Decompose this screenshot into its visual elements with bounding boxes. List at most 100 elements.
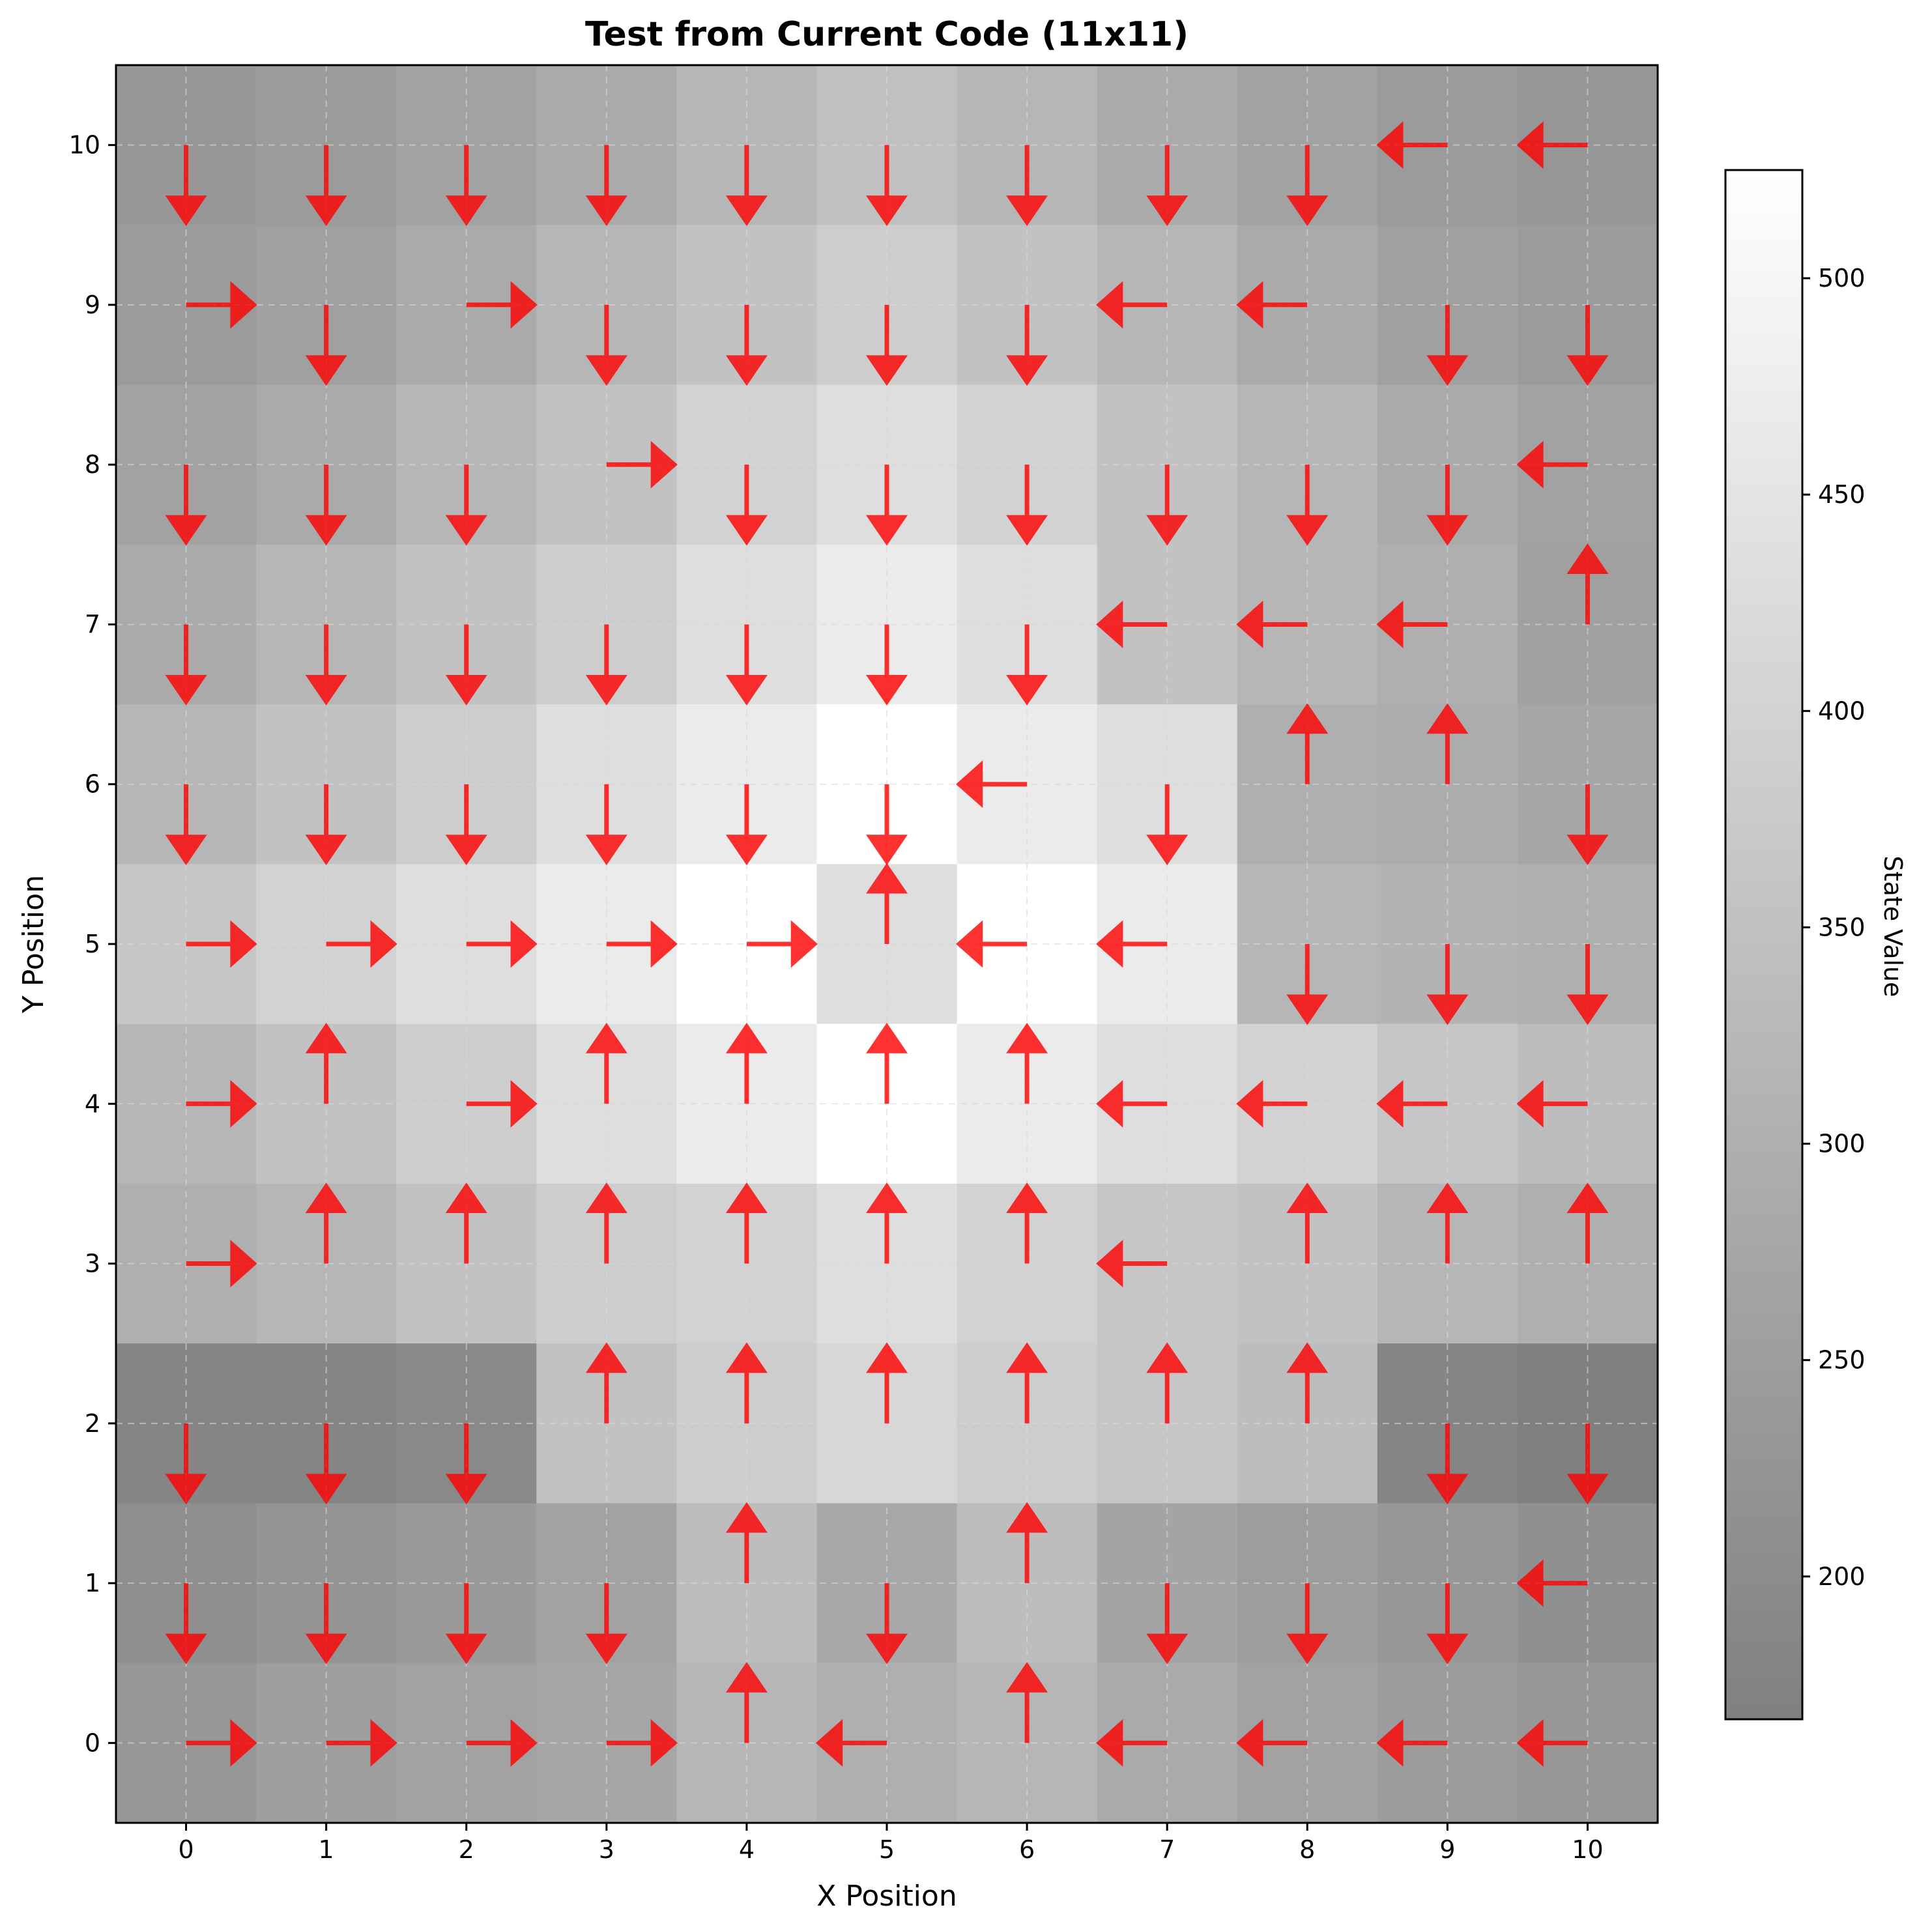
policy-arrow: [1566, 1182, 1609, 1264]
policy-arrow: [1006, 1342, 1048, 1423]
colorbar-ticks: 200 250 300 350 400 450 500: [1802, 264, 1866, 1591]
policy-arrow: [606, 1719, 678, 1767]
policy-arrow: [466, 281, 538, 329]
policy-arrow: [1426, 304, 1469, 386]
chart-title: Test from Current Code (11x11): [585, 15, 1189, 54]
x-axis-ticks: 0 1 2 3 4 5 6 7 8 9 10: [178, 1823, 1604, 1864]
x-tick-label: 7: [1159, 1835, 1175, 1864]
policy-arrow: [326, 1719, 397, 1767]
policy-arrow: [725, 1661, 768, 1743]
policy-arrow: [1236, 600, 1308, 649]
policy-arrow: [305, 1182, 347, 1264]
y-tick-label: 10: [69, 131, 100, 160]
policy-arrow: [1146, 465, 1189, 546]
policy-arrow: [186, 1080, 257, 1128]
policy-arrow: [815, 1719, 887, 1767]
policy-arrow: [1426, 1182, 1469, 1264]
policy-arrow: [445, 624, 487, 706]
x-tick-label: 2: [459, 1835, 474, 1864]
policy-arrow: [305, 1022, 347, 1104]
policy-arrow: [725, 465, 768, 546]
policy-arrow: [1146, 1583, 1189, 1665]
policy-arrow: [1426, 944, 1469, 1025]
policy-arrow: [1286, 944, 1329, 1025]
policy-arrow: [1006, 624, 1048, 706]
policy-arrow: [1426, 1423, 1469, 1505]
policy-arrow: [865, 863, 908, 944]
policy-arrow: [1096, 920, 1168, 968]
colorbar-tick-label: 300: [1818, 1130, 1866, 1158]
policy-arrow: [606, 440, 678, 489]
colorbar-tick-label: 400: [1818, 696, 1866, 725]
colorbar-tick-label: 500: [1818, 264, 1866, 293]
colorbar: [1724, 169, 1804, 1721]
policy-arrow: [585, 1583, 627, 1665]
policy-arrow: [466, 920, 538, 968]
policy-arrow: [165, 1583, 207, 1665]
policy-arrow: [1566, 944, 1609, 1025]
policy-arrow: [445, 1583, 487, 1665]
y-tick-label: 7: [85, 610, 100, 638]
policy-arrow: [585, 304, 627, 386]
policy-arrow: [1376, 1719, 1448, 1767]
policy-arrow: [865, 1342, 908, 1423]
x-tick-label: 1: [319, 1835, 334, 1864]
x-tick-label: 3: [599, 1835, 614, 1864]
x-axis-label: X Position: [816, 1880, 957, 1913]
policy-arrow: [165, 624, 207, 706]
policy-arrow: [585, 1022, 627, 1104]
policy-arrow: [585, 784, 627, 866]
policy-arrow: [445, 1423, 487, 1505]
x-tick-label: 8: [1299, 1835, 1315, 1864]
x-tick-label: 9: [1439, 1835, 1455, 1864]
policy-arrow: [305, 465, 347, 546]
policy-arrow: [1006, 1502, 1048, 1584]
policy-arrow: [445, 1182, 487, 1264]
policy-arrow: [1006, 304, 1048, 386]
policy-arrow: [305, 1423, 347, 1505]
policy-arrow: [305, 145, 347, 227]
y-axis-label: Y Position: [17, 875, 50, 1014]
policy-arrow: [865, 784, 908, 866]
policy-arrow: [326, 920, 397, 968]
x-tick-label: 4: [739, 1835, 755, 1864]
policy-arrow: [1286, 703, 1329, 784]
policy-arrow: [1376, 121, 1448, 169]
x-tick-label: 10: [1572, 1835, 1603, 1864]
y-tick-label: 2: [85, 1409, 100, 1438]
policy-arrow: [865, 465, 908, 546]
policy-arrow: [725, 1502, 768, 1584]
colorbar-tick-label: 350: [1818, 913, 1866, 941]
policy-arrow: [466, 1080, 538, 1128]
policy-arrow: [1426, 1583, 1469, 1665]
policy-arrow: [1516, 1080, 1588, 1128]
policy-arrow: [1006, 465, 1048, 546]
policy-arrow: [186, 1719, 257, 1767]
policy-arrow: [956, 760, 1028, 808]
policy-arrow: [1006, 145, 1048, 227]
colorbar-label: State Value: [1879, 855, 1907, 997]
policy-arrow: [1006, 1022, 1048, 1104]
policy-arrow: [865, 1583, 908, 1665]
policy-arrow: [1286, 145, 1329, 227]
policy-arrow: [1286, 1583, 1329, 1665]
policy-arrow: [186, 1239, 257, 1288]
y-tick-label: 4: [85, 1089, 100, 1118]
policy-arrow: [1146, 145, 1189, 227]
y-tick-label: 8: [85, 450, 100, 479]
policy-arrow: [466, 1719, 538, 1767]
y-tick-label: 0: [85, 1728, 100, 1757]
policy-arrow: [1566, 543, 1609, 625]
policy-arrow: [725, 1022, 768, 1104]
policy-arrow: [725, 1182, 768, 1264]
policy-arrow: [725, 145, 768, 227]
policy-arrows: [165, 121, 1609, 1767]
policy-arrow: [585, 145, 627, 227]
policy-arrow: [1516, 1559, 1588, 1607]
policy-arrow: [186, 281, 257, 329]
policy-arrow: [305, 624, 347, 706]
policy-arrow: [956, 920, 1028, 968]
policy-arrow: [1376, 600, 1448, 649]
policy-arrow: [725, 784, 768, 866]
policy-arrow: [445, 465, 487, 546]
